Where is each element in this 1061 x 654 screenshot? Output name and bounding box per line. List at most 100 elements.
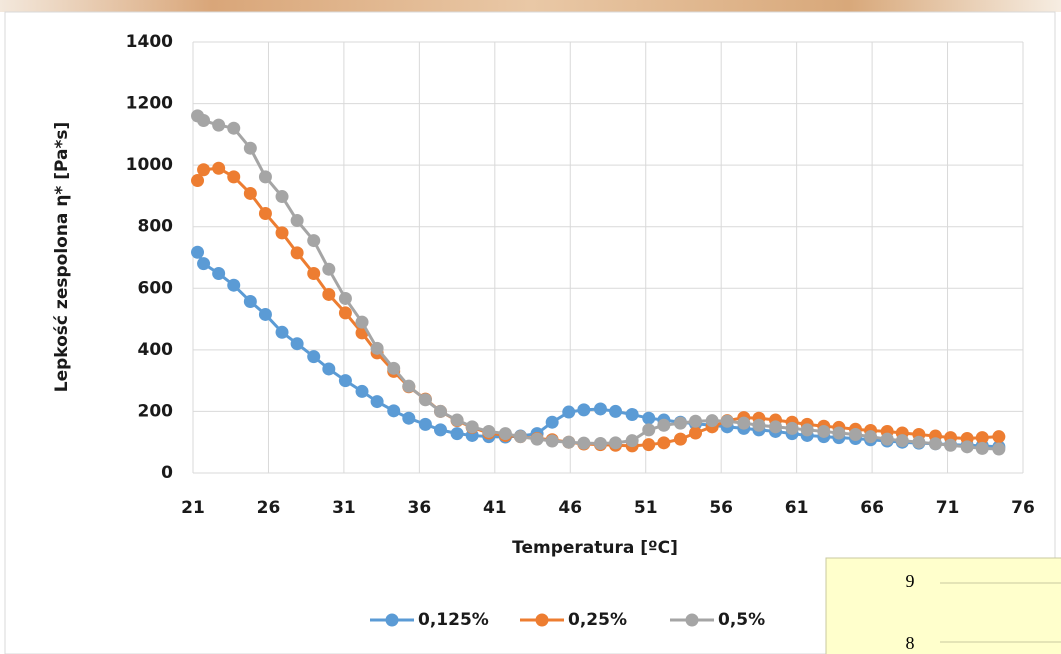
data-point — [929, 437, 942, 450]
data-point — [786, 422, 799, 435]
data-point — [291, 337, 304, 350]
data-point — [322, 263, 335, 276]
data-point — [657, 419, 670, 432]
data-point — [546, 434, 559, 447]
data-point — [466, 420, 479, 433]
data-point — [769, 420, 782, 433]
data-point — [562, 406, 575, 419]
data-point — [402, 380, 415, 393]
data-point — [227, 170, 240, 183]
y-tick-label: 1200 — [126, 94, 173, 114]
data-point — [832, 426, 845, 439]
data-point — [594, 437, 607, 450]
data-point — [817, 425, 830, 438]
data-point — [594, 402, 607, 415]
data-point — [434, 423, 447, 436]
x-tick-label: 61 — [785, 498, 809, 518]
data-point — [244, 142, 257, 155]
data-point — [961, 440, 974, 453]
legend-label: 0,25% — [568, 610, 627, 630]
inset-label: 8 — [906, 633, 915, 653]
data-point — [276, 326, 289, 339]
data-point — [642, 438, 655, 451]
data-point — [451, 427, 464, 440]
data-point — [546, 416, 559, 429]
x-tick-label: 46 — [558, 498, 582, 518]
x-tick-label: 76 — [1011, 498, 1035, 518]
data-point — [577, 403, 590, 416]
data-point — [482, 425, 495, 438]
data-point — [387, 362, 400, 375]
data-point — [212, 267, 225, 280]
data-point — [307, 350, 320, 363]
data-point — [626, 434, 639, 447]
data-point — [514, 430, 527, 443]
legend-swatch — [686, 614, 699, 627]
inset-label: 9 — [906, 571, 915, 591]
data-point — [197, 257, 210, 270]
data-point — [339, 374, 352, 387]
y-tick-label: 400 — [138, 340, 174, 360]
data-point — [944, 439, 957, 452]
y-tick-label: 1400 — [126, 32, 173, 52]
data-point — [356, 316, 369, 329]
data-point — [244, 187, 257, 200]
top-photo-strip — [0, 0, 1061, 12]
data-point — [227, 279, 240, 292]
x-tick-label: 21 — [181, 498, 205, 518]
data-point — [674, 433, 687, 446]
legend-label: 0,5% — [718, 610, 765, 630]
data-point — [291, 214, 304, 227]
data-point — [387, 404, 400, 417]
data-point — [197, 114, 210, 127]
y-tick-label: 600 — [138, 278, 174, 298]
data-point — [737, 417, 750, 430]
x-axis-title: Temperatura [ºC] — [512, 538, 678, 558]
data-point — [689, 415, 702, 428]
data-point — [259, 170, 272, 183]
data-point — [992, 430, 1005, 443]
data-point — [307, 267, 320, 280]
data-point — [849, 428, 862, 441]
data-point — [259, 207, 272, 220]
data-point — [642, 423, 655, 436]
page: {"chart_data": {"type": "line", "x_label… — [0, 0, 1061, 654]
data-point — [752, 419, 765, 432]
data-point — [291, 246, 304, 259]
data-point — [244, 295, 257, 308]
x-tick-label: 36 — [408, 498, 432, 518]
x-tick-label: 51 — [634, 498, 658, 518]
data-point — [864, 430, 877, 443]
data-point — [721, 415, 734, 428]
data-point — [657, 436, 670, 449]
data-point — [451, 414, 464, 427]
x-tick-label: 71 — [936, 498, 960, 518]
data-point — [801, 423, 814, 436]
y-tick-label: 200 — [138, 401, 174, 421]
x-tick-label: 66 — [860, 498, 884, 518]
data-point — [339, 306, 352, 319]
data-point — [531, 433, 544, 446]
data-point — [356, 385, 369, 398]
legend-label: 0,125% — [418, 610, 489, 630]
data-point — [577, 437, 590, 450]
data-point — [609, 436, 622, 449]
x-tick-label: 41 — [483, 498, 507, 518]
data-point — [197, 163, 210, 176]
y-tick-label: 1000 — [126, 155, 173, 175]
data-point — [499, 427, 512, 440]
data-point — [339, 292, 352, 305]
legend-swatch — [536, 614, 549, 627]
data-point — [419, 418, 432, 431]
inset-panel — [826, 558, 1061, 654]
data-point — [371, 395, 384, 408]
data-point — [434, 405, 447, 418]
data-point — [706, 414, 719, 427]
data-point — [674, 417, 687, 430]
data-point — [276, 226, 289, 239]
data-point — [609, 405, 622, 418]
x-tick-label: 56 — [709, 498, 733, 518]
x-tick-label: 31 — [332, 498, 356, 518]
inset-chart: 9 8 — [826, 558, 1061, 654]
data-point — [259, 308, 272, 321]
